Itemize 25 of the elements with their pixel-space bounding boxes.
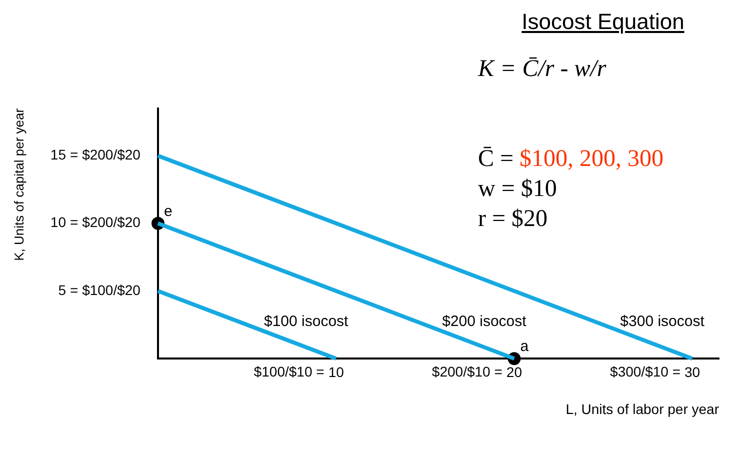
x-tick-label: 10 xyxy=(328,364,344,380)
annotation: $100, 200, 300 xyxy=(520,146,664,172)
text: $300/$10 = xyxy=(610,363,680,380)
x-tick-label: 20 xyxy=(506,364,522,380)
text: = $200/$20 xyxy=(70,214,141,230)
annotation: $200 isocost xyxy=(442,313,528,330)
y-tick-label: 15 xyxy=(50,146,66,163)
text: = $200/$20 xyxy=(70,146,141,163)
annotation: r = $20 xyxy=(478,204,549,234)
y-axis-title: K, Units of capital per year xyxy=(11,108,26,261)
annotation: a xyxy=(520,338,530,356)
annotation: $300 isocost xyxy=(620,313,706,330)
annotation: e xyxy=(164,202,172,220)
text: = $100/$20 xyxy=(70,282,141,298)
x-tick-label: 30 xyxy=(684,364,700,380)
text: Isocost Equation xyxy=(520,8,686,36)
annotation: w = $10 xyxy=(478,174,558,204)
annotation: $100 isocost xyxy=(264,313,350,330)
y-tick-label: 5 xyxy=(58,282,66,298)
x-axis-title: L, Units of labor per year xyxy=(566,401,720,418)
text: $100/$10 = xyxy=(254,363,324,380)
annotation: C̄ = xyxy=(478,146,515,172)
text: K = C̄/r - w/r xyxy=(478,54,608,84)
y-tick-label: 10 xyxy=(50,214,66,230)
text: $200/$10 = xyxy=(432,363,502,380)
